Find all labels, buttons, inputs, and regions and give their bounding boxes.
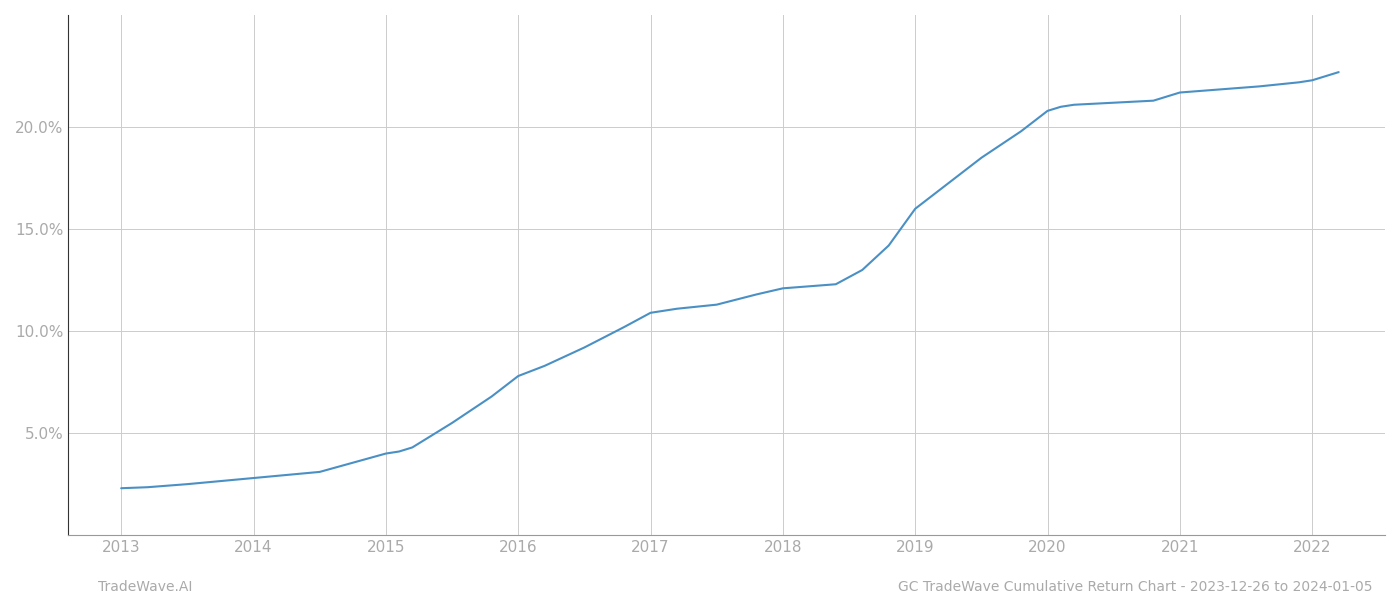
Text: GC TradeWave Cumulative Return Chart - 2023-12-26 to 2024-01-05: GC TradeWave Cumulative Return Chart - 2… <box>897 580 1372 594</box>
Text: TradeWave.AI: TradeWave.AI <box>98 580 192 594</box>
